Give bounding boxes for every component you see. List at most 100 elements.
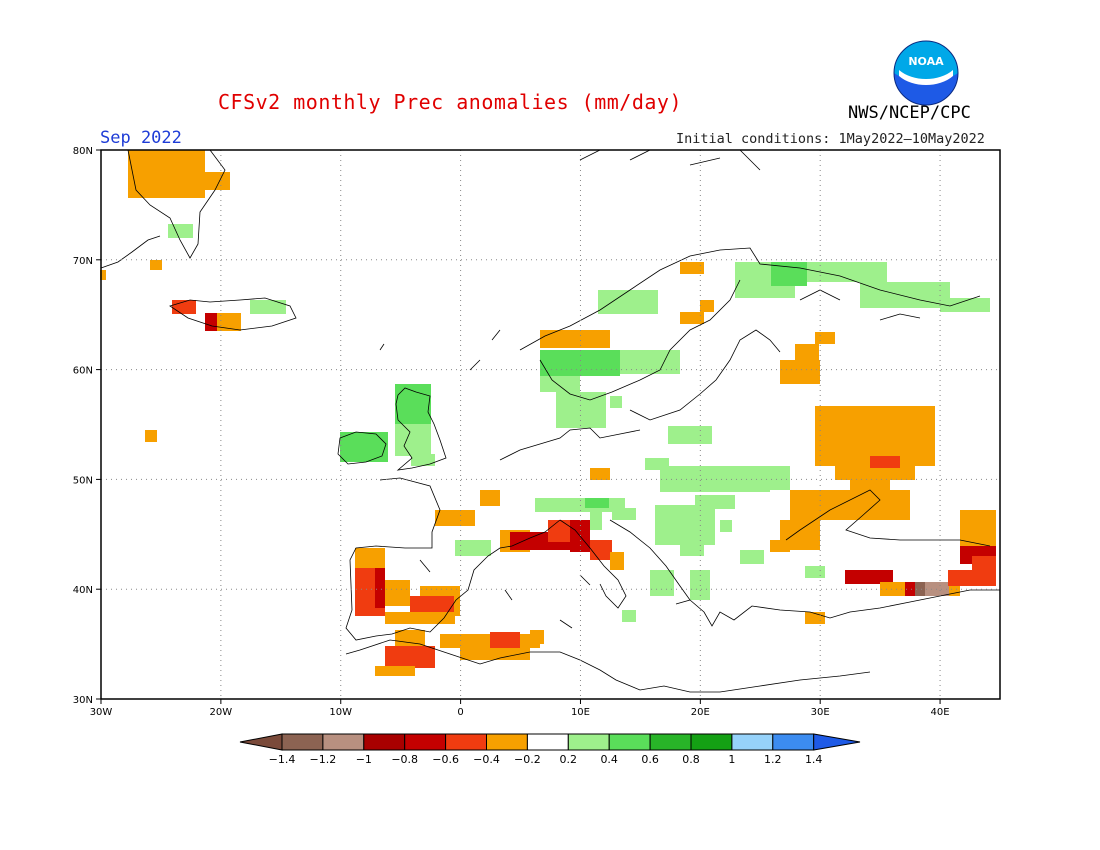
anomaly-cell: [385, 646, 435, 668]
anomaly-cell: [435, 510, 475, 526]
initial-conditions: Initial conditions: 1May2022—10May2022: [676, 131, 985, 147]
colorbar-swatch: [608, 733, 651, 751]
lat-label: 70N: [73, 256, 93, 267]
anomaly-cell: [620, 350, 680, 374]
colorbar-swatch: [486, 733, 528, 751]
anomaly-cell: [650, 570, 674, 596]
anomaly-cell: [720, 520, 732, 532]
anomaly-cell: [375, 568, 385, 608]
anomaly-cell: [205, 172, 230, 190]
anomaly-cell: [455, 540, 491, 556]
colorbar-arrow-right: [813, 733, 861, 751]
anomaly-cell: [960, 510, 996, 546]
anomaly-cell: [540, 330, 610, 348]
lon-label: 30E: [811, 707, 830, 718]
organization-label: NWS/NCEP/CPC: [848, 103, 971, 123]
lon-label: 0: [457, 707, 463, 718]
chart-title: CFSv2 monthly Prec anomalies (mm/day): [217, 90, 683, 114]
coastlines: [100, 149, 1000, 693]
anomaly-cell: [145, 430, 157, 442]
colorbar-label: 0.6: [641, 753, 659, 766]
colorbar-label: −1.4: [269, 753, 296, 766]
anomaly-cell: [622, 610, 636, 622]
anomaly-cell: [610, 396, 622, 408]
anomaly-cell: [740, 550, 764, 564]
anomaly-cell: [925, 582, 949, 596]
anomaly-cell: [940, 298, 990, 312]
anomaly-cell: [790, 490, 910, 520]
anomaly-cell: [556, 392, 606, 428]
colorbar-label: −0.8: [391, 753, 418, 766]
anomaly-cell: [217, 313, 241, 331]
anomaly-cell: [395, 384, 431, 424]
lat-label: 30N: [73, 695, 93, 706]
anomaly-cell: [680, 312, 704, 324]
anomaly-cell: [250, 300, 286, 314]
anomaly-cell: [480, 490, 500, 506]
colorbar-label: −1.2: [310, 753, 337, 766]
colorbar-label: −0.2: [514, 753, 541, 766]
colorbar-label: −0.6: [432, 753, 459, 766]
anomaly-cell: [770, 540, 790, 552]
lon-label: 20E: [691, 707, 710, 718]
anomaly-cell: [680, 544, 704, 556]
map-frame: [100, 149, 1001, 700]
anomaly-cell: [385, 580, 410, 606]
anomaly-cell: [411, 454, 435, 466]
colorbar-label: −1: [356, 753, 372, 766]
anomaly-cell: [590, 468, 610, 480]
anomaly-cells: [100, 150, 996, 676]
coastline-segment: [785, 489, 991, 547]
colorbar: −1.4 −1.2 −1 −0.8 −0.6 −0.4 −0.2 0.2 0.4 0.6 0.8 1 1…: [239, 733, 861, 766]
anomaly-cell: [807, 262, 887, 282]
anomaly-cell: [612, 508, 636, 520]
lon-label: 10W: [329, 707, 352, 718]
colorbar-label: 1.4: [805, 753, 823, 766]
anomaly-cell: [860, 282, 950, 308]
anomaly-cell: [850, 476, 890, 492]
anomaly-cell: [340, 432, 388, 462]
colorbar-swatch: [772, 733, 815, 751]
anomaly-cell: [150, 260, 162, 270]
lon-label: 30W: [90, 707, 113, 718]
coastline-segment: [337, 431, 387, 465]
colorbar-swatch: [526, 733, 569, 751]
anomaly-cell: [460, 648, 530, 660]
anomaly-cell: [410, 596, 454, 616]
colorbar-label: 1.2: [764, 753, 782, 766]
anomaly-cell: [375, 666, 415, 676]
coastline-segment: [519, 247, 981, 351]
colorbar-swatch: [363, 733, 406, 751]
anomaly-cell: [815, 332, 835, 344]
colorbar-label: 0.8: [682, 753, 700, 766]
coastline-segment: [579, 149, 761, 171]
colorbar-swatch: [322, 733, 365, 751]
noaa-logo-icon: NOAA: [893, 40, 959, 106]
forecast-month: Sep 2022: [100, 128, 182, 148]
anomaly-cell: [845, 570, 893, 584]
anomaly-cell: [490, 632, 520, 648]
colorbar-swatch: [731, 733, 774, 751]
colorbar-swatch: [445, 733, 488, 751]
lat-label: 80N: [73, 146, 93, 157]
anomaly-cell: [100, 270, 106, 280]
coastline-segment: [419, 559, 591, 629]
colorbar-swatch: [690, 733, 733, 751]
anomaly-cell: [590, 540, 612, 560]
anomaly-cell: [128, 150, 205, 198]
anomaly-cell: [395, 424, 431, 456]
coastline-segment: [689, 589, 1000, 627]
colorbar-swatch: [404, 733, 447, 751]
coastline-segment: [499, 427, 641, 461]
anomaly-cell: [610, 552, 624, 570]
anomaly-cell: [540, 350, 620, 376]
anomaly-cell: [598, 290, 658, 314]
anomaly-cell: [585, 498, 609, 508]
anomaly-cell: [750, 466, 790, 490]
anomaly-cell: [540, 376, 580, 392]
coastline-segment: [539, 279, 741, 401]
coastline-segment: [379, 329, 501, 371]
anomaly-cell: [870, 456, 900, 468]
anomaly-cell: [668, 426, 712, 444]
